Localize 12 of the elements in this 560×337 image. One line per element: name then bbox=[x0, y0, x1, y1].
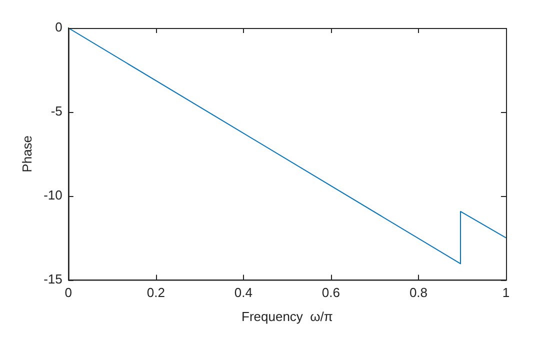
x-tick-label: 1 bbox=[502, 285, 510, 300]
x-tick-label: 0.8 bbox=[409, 285, 428, 300]
y-axis-title: Phase bbox=[19, 135, 34, 172]
x-tick-label: 0.2 bbox=[146, 285, 165, 300]
y-tick-label: 0 bbox=[55, 20, 62, 35]
x-tick-label: 0.6 bbox=[322, 285, 340, 300]
x-axis-title: Frequency ω/π bbox=[242, 308, 333, 324]
y-tick-label: -5 bbox=[50, 104, 62, 119]
x-tick-label: 0 bbox=[64, 285, 72, 300]
x-tick-label: 0.4 bbox=[234, 285, 252, 300]
y-tick-label: -10 bbox=[44, 187, 62, 202]
y-tick-label: -15 bbox=[44, 271, 62, 286]
